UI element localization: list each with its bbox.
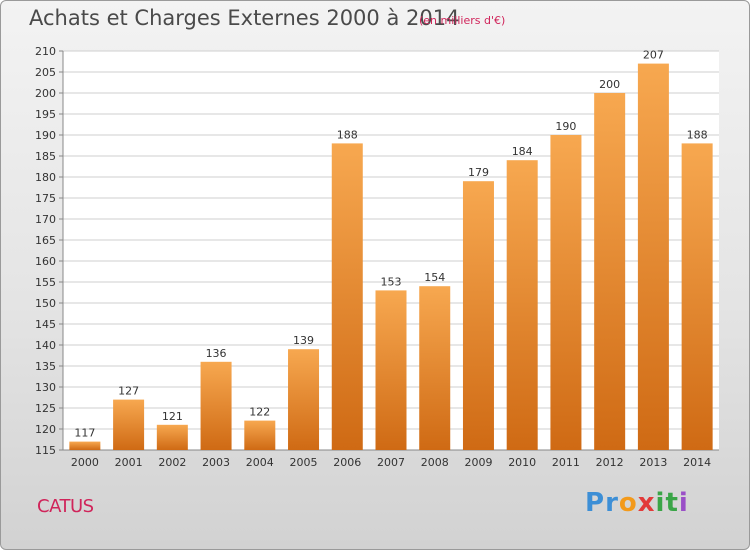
x-tick-label: 2010	[508, 456, 536, 469]
y-tick-label: 145	[35, 318, 56, 331]
y-tick-label: 135	[35, 360, 56, 373]
y-tick-label: 175	[35, 192, 56, 205]
x-tick-label: 2004	[246, 456, 274, 469]
data-label: 154	[424, 271, 445, 284]
y-tick-label: 115	[35, 444, 56, 457]
proxiti-logo: Proxiti	[585, 488, 689, 518]
x-tick-label: 2006	[333, 456, 361, 469]
bar	[331, 143, 363, 450]
y-tick-label: 170	[35, 213, 56, 226]
chart-subtitle: (en milliers d'€)	[419, 14, 506, 27]
y-tick-label: 210	[35, 45, 56, 58]
data-label: 188	[337, 128, 358, 141]
bar	[419, 286, 451, 450]
y-tick-label: 195	[35, 108, 56, 121]
bar	[200, 361, 232, 450]
y-tick-label: 200	[35, 87, 56, 100]
bar	[69, 441, 101, 450]
y-tick-label: 185	[35, 150, 56, 163]
data-label: 122	[249, 406, 270, 419]
bar	[288, 349, 320, 450]
bar	[681, 143, 713, 450]
y-tick-label: 160	[35, 255, 56, 268]
x-tick-label: 2005	[290, 456, 318, 469]
y-tick-label: 125	[35, 402, 56, 415]
bar	[113, 399, 145, 450]
data-label: 207	[643, 49, 664, 62]
x-tick-label: 2014	[683, 456, 711, 469]
y-tick-label: 150	[35, 297, 56, 310]
bar	[375, 290, 407, 450]
bar	[244, 420, 276, 450]
y-tick-label: 155	[35, 276, 56, 289]
data-label: 179	[468, 166, 489, 179]
x-tick-label: 2002	[158, 456, 186, 469]
data-label: 136	[206, 347, 227, 360]
y-tick-label: 165	[35, 234, 56, 247]
x-tick-label: 2009	[464, 456, 492, 469]
chart-title: Achats et Charges Externes 2000 à 2014	[29, 6, 460, 30]
y-tick-label: 190	[35, 129, 56, 142]
x-tick-label: 2001	[115, 456, 143, 469]
commune-name: CATUS	[37, 496, 94, 517]
bar	[506, 160, 538, 450]
data-label: 121	[162, 410, 183, 423]
data-label: 184	[512, 145, 533, 158]
bar	[156, 424, 188, 450]
y-tick-label: 130	[35, 381, 56, 394]
x-tick-label: 2003	[202, 456, 230, 469]
y-tick-label: 140	[35, 339, 56, 352]
data-label: 190	[555, 120, 576, 133]
data-label: 139	[293, 334, 314, 347]
x-tick-label: 2013	[639, 456, 667, 469]
bar	[462, 181, 494, 450]
x-tick-label: 2011	[552, 456, 580, 469]
x-tick-label: 2000	[71, 456, 99, 469]
bar	[637, 63, 669, 450]
data-label: 188	[687, 128, 708, 141]
y-tick-label: 180	[35, 171, 56, 184]
bar	[594, 93, 626, 450]
x-tick-label: 2008	[421, 456, 449, 469]
data-label: 153	[381, 275, 402, 288]
x-tick-label: 2012	[596, 456, 624, 469]
x-tick-label: 2007	[377, 456, 405, 469]
data-label: 127	[118, 385, 139, 398]
data-label: 117	[74, 427, 95, 440]
data-label: 200	[599, 78, 620, 91]
y-tick-label: 205	[35, 66, 56, 79]
y-tick-label: 120	[35, 423, 56, 436]
bar	[550, 135, 582, 450]
